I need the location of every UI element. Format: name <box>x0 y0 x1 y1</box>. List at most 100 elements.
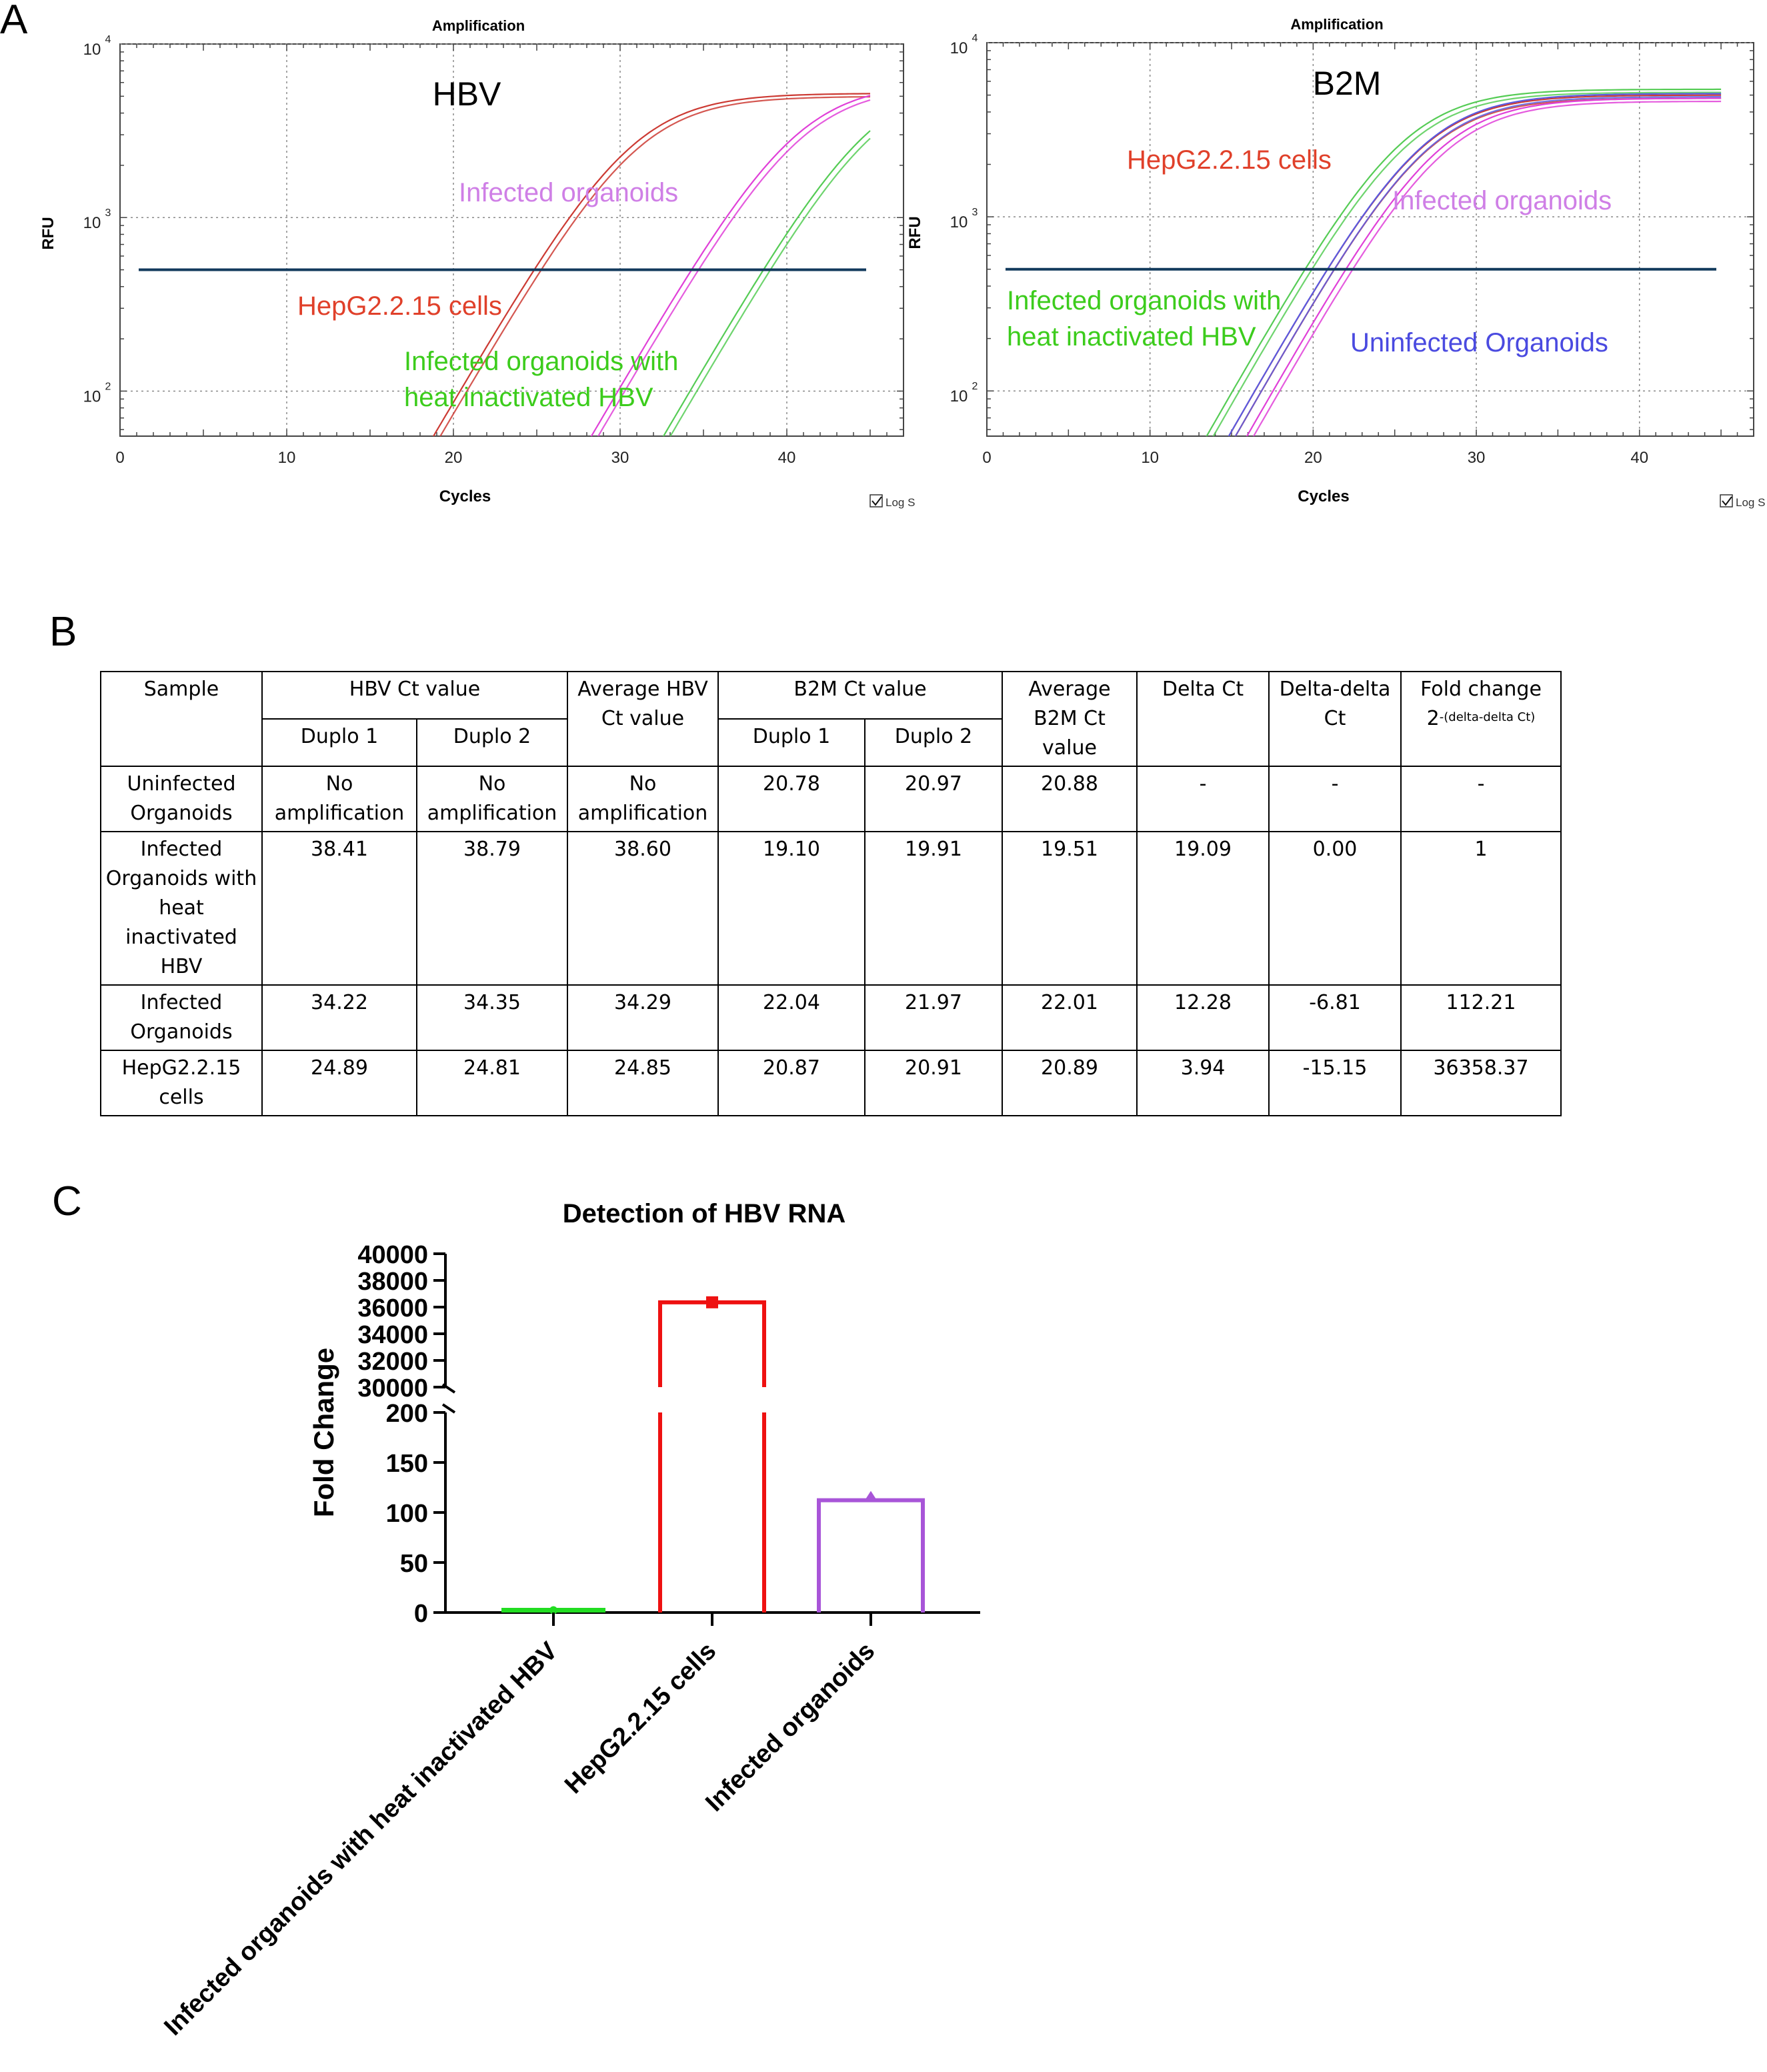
series-label-0: HepG2.2.15 cells <box>297 291 502 321</box>
curve-replicate-2 <box>1212 91 1722 436</box>
y-tick-exponent: 3 <box>972 207 978 218</box>
x-tick-label: 20 <box>445 449 463 467</box>
cell-b2m-duplo-2: 19.91 <box>864 831 1003 986</box>
x-tick-label: 0 <box>115 449 124 467</box>
y-axis-label: RFU <box>906 216 924 249</box>
gene-label: HBV <box>433 75 501 113</box>
curve-2 <box>1206 88 1722 436</box>
x-tick-label: Infected organoids with heat inactivated… <box>159 1637 563 2041</box>
data-point-0 <box>549 1606 557 1615</box>
y-tick-label: 200 <box>386 1400 428 1428</box>
y-tick-label: 36000 <box>357 1294 428 1322</box>
y-tick-label: 10 <box>950 387 968 405</box>
curve-replicate-0 <box>439 96 870 436</box>
cell-sample: Uninfected Organoids <box>100 766 263 832</box>
header-b2m-ct: B2M Ct value <box>717 671 1003 720</box>
x-tick-label: HepG2.2.15 cells <box>559 1637 721 1799</box>
y-tick-label: 10 <box>83 41 101 59</box>
y-tick-exponent: 4 <box>972 33 978 44</box>
curve-0 <box>432 93 871 436</box>
y-tick-label: 10 <box>950 39 968 57</box>
series-label-1: Infected organoids <box>1392 186 1612 215</box>
cell-hbv-duplo-2: 38.79 <box>416 831 568 986</box>
chart-title: Detection of HBV RNA <box>563 1199 845 1228</box>
bar-2 <box>817 1498 925 1613</box>
header-average-hbv: Average HBV Ct value <box>567 671 719 767</box>
checkmark-icon <box>1722 496 1732 506</box>
y-tick-label: 34000 <box>357 1321 428 1349</box>
y-tick-label: 40000 <box>357 1241 428 1269</box>
cell-average-hbv: 38.60 <box>567 831 719 986</box>
cell-b2m-duplo-1: 22.04 <box>717 984 865 1051</box>
curve-replicate-1 <box>1252 100 1722 436</box>
hbv-amplification-chart: 0 10 20 30 40 10 2 10 3 10 4 Amplification Cycles RFU… <box>39 17 915 509</box>
y-tick-label: 10 <box>83 214 101 232</box>
series-label-2: heat inactivated HBV <box>1007 322 1256 351</box>
y-tick-label: 30000 <box>357 1374 428 1402</box>
cell-delta-delta-ct: -15.15 <box>1268 1050 1402 1116</box>
header-b2m-duplo-2: Duplo 2 <box>864 718 1003 767</box>
fold-formula-exponent: -(delta-delta Ct) <box>1439 710 1536 724</box>
data-point-1 <box>706 1296 718 1308</box>
cell-delta-ct: 19.09 <box>1136 831 1270 986</box>
cell-sample: Infected Organoids <box>100 984 263 1051</box>
panel-letter-c: C <box>52 1178 82 1224</box>
cell-delta-delta-ct: - <box>1268 766 1402 832</box>
cell-sample: Infected Organoids with heat inactivated… <box>100 831 263 986</box>
cell-hbv-duplo-1: 34.22 <box>261 984 417 1051</box>
cell-delta-delta-ct: 0.00 <box>1268 831 1402 986</box>
x-tick-label: 10 <box>1141 449 1159 467</box>
y-tick-exponent: 2 <box>972 381 978 392</box>
log-checkbox <box>869 494 883 507</box>
curve-replicate-3 <box>1234 96 1722 436</box>
cell-fold-change: - <box>1400 766 1562 832</box>
panel-letter-a: A <box>0 0 28 43</box>
cell-average-b2m: 20.88 <box>1002 766 1138 832</box>
cell-hbv-duplo-1: No amplification <box>261 766 417 832</box>
y-tick-exponent: 3 <box>105 207 111 219</box>
panel-letter-b: B <box>49 609 77 655</box>
y-tick-label: 50 <box>400 1550 428 1578</box>
fold-change-chart: Detection of HBV RNA Fold Change 300003200… <box>159 1199 980 2041</box>
x-tick-label: 10 <box>278 449 296 467</box>
cell-hbv-duplo-2: 24.81 <box>416 1050 568 1116</box>
header-delta-ct: Delta Ct <box>1136 671 1270 767</box>
cell-b2m-duplo-2: 20.91 <box>864 1050 1003 1116</box>
y-tick-exponent: 4 <box>105 34 111 45</box>
x-tick-label: 0 <box>982 449 991 467</box>
x-tick-label: 30 <box>611 449 629 467</box>
y-tick-label: 10 <box>83 387 101 405</box>
cell-hbv-duplo-1: 24.89 <box>261 1050 417 1116</box>
cell-b2m-duplo-1: 20.78 <box>717 766 865 832</box>
cell-average-hbv: 34.29 <box>567 984 719 1051</box>
cell-hbv-duplo-2: No amplification <box>416 766 568 832</box>
cell-average-b2m: 19.51 <box>1002 831 1138 986</box>
fold-change-formula: 2-(delta-delta Ct) <box>1404 704 1558 734</box>
header-fold-change: Fold change 2-(delta-delta Ct) <box>1400 671 1562 767</box>
cell-average-hbv: 24.85 <box>567 1050 719 1116</box>
cell-delta-delta-ct: -6.81 <box>1268 984 1402 1051</box>
series-label-2: heat inactivated HBV <box>404 383 653 412</box>
y-tick-label: 38000 <box>357 1268 428 1296</box>
log-checkbox-label: Log S <box>886 496 915 509</box>
table-row: HepG2.2.15 cells 24.89 24.81 24.85 20.87… <box>100 1050 1562 1116</box>
curve-replicate-2 <box>669 137 871 436</box>
x-axis-label: Cycles <box>439 487 491 505</box>
table-header-row: Sample HBV Ct value Average HBV Ct value… <box>100 671 1562 767</box>
data-point-2 <box>865 1490 877 1500</box>
cell-b2m-duplo-2: 21.97 <box>864 984 1003 1051</box>
header-hbv-ct: HBV Ct value <box>261 671 568 720</box>
curve-group <box>432 93 871 436</box>
table-row: Infected Organoids 34.22 34.35 34.29 22.… <box>100 984 1562 1051</box>
series-label-2: Infected organoids with <box>1007 286 1281 315</box>
chart-title: Amplification <box>432 17 525 34</box>
cell-hbv-duplo-1: 38.41 <box>261 831 417 986</box>
log-checkbox-label: Log S <box>1736 496 1765 509</box>
cell-fold-change: 1 <box>1400 831 1562 986</box>
table-row: Uninfected Organoids No amplification No… <box>100 766 1562 832</box>
ct-value-table: Sample HBV Ct value Average HBV Ct value… <box>100 671 1562 1116</box>
curve-group <box>1206 88 1722 436</box>
cell-b2m-duplo-2: 20.97 <box>864 766 1003 832</box>
y-tick-label: 150 <box>386 1450 428 1478</box>
header-hbv-duplo-1: Duplo 1 <box>261 718 417 767</box>
